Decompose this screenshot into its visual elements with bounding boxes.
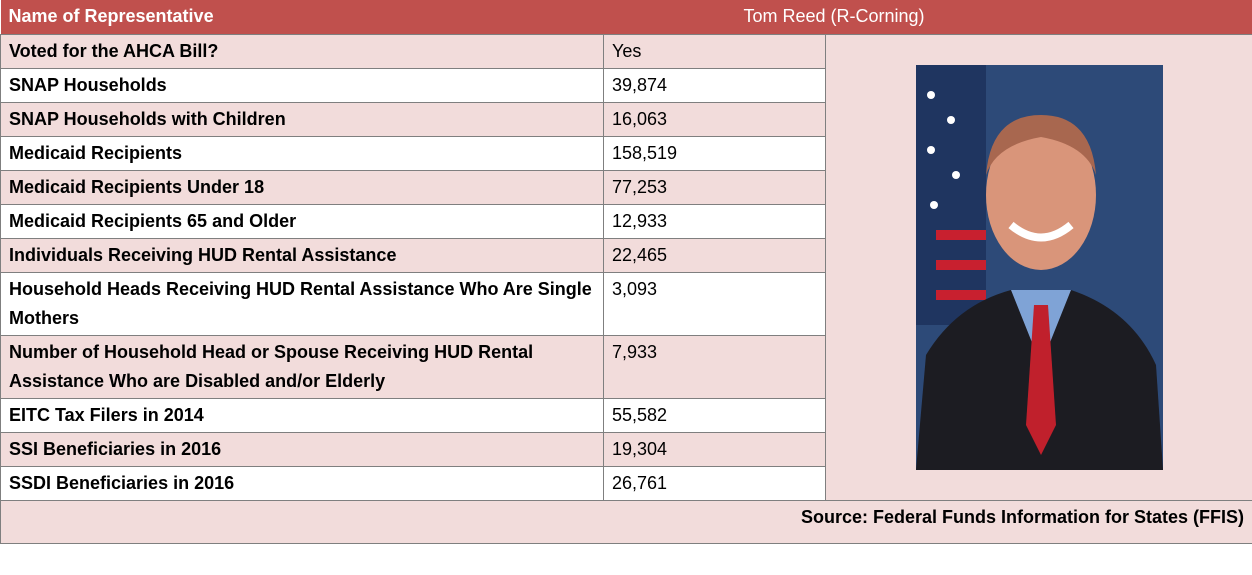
table-row: Voted for the AHCA Bill?Yes — [1, 34, 1252, 68]
row-value: 26,761 — [604, 466, 826, 500]
row-value: Yes — [604, 34, 826, 68]
row-label: Medicaid Recipients 65 and Older — [1, 204, 604, 238]
row-label: Medicaid Recipients — [1, 136, 604, 170]
page: Name of Representative Tom Reed (R-Corni… — [0, 0, 1252, 575]
row-value: 19,304 — [604, 432, 826, 466]
representative-table: Name of Representative Tom Reed (R-Corni… — [0, 0, 1252, 544]
row-value: 77,253 — [604, 170, 826, 204]
row-value: 158,519 — [604, 136, 826, 170]
row-label: SSDI Beneficiaries in 2016 — [1, 466, 604, 500]
row-label: SNAP Households — [1, 68, 604, 102]
header-row: Name of Representative Tom Reed (R-Corni… — [1, 0, 1252, 34]
source-row: Source: Federal Funds Information for St… — [1, 500, 1252, 543]
photo-cell — [826, 34, 1252, 500]
table-body: Name of Representative Tom Reed (R-Corni… — [1, 0, 1252, 543]
row-label: Medicaid Recipients Under 18 — [1, 170, 604, 204]
row-value: 55,582 — [604, 398, 826, 432]
row-label: EITC Tax Filers in 2014 — [1, 398, 604, 432]
row-label: Number of Household Head or Spouse Recei… — [1, 335, 604, 398]
row-value: 22,465 — [604, 238, 826, 272]
row-label: SNAP Households with Children — [1, 102, 604, 136]
row-value: 39,874 — [604, 68, 826, 102]
header-label: Name of Representative — [1, 0, 604, 34]
row-label: Individuals Receiving HUD Rental Assista… — [1, 238, 604, 272]
row-value: 3,093 — [604, 272, 826, 335]
row-label: Voted for the AHCA Bill? — [1, 34, 604, 68]
row-value: 7,933 — [604, 335, 826, 398]
representative-photo — [916, 65, 1163, 470]
row-label: SSI Beneficiaries in 2016 — [1, 432, 604, 466]
header-value: Tom Reed (R-Corning) — [604, 0, 1252, 34]
row-value: 12,933 — [604, 204, 826, 238]
row-label: Household Heads Receiving HUD Rental Ass… — [1, 272, 604, 335]
row-value: 16,063 — [604, 102, 826, 136]
source-text: Source: Federal Funds Information for St… — [1, 500, 1252, 543]
